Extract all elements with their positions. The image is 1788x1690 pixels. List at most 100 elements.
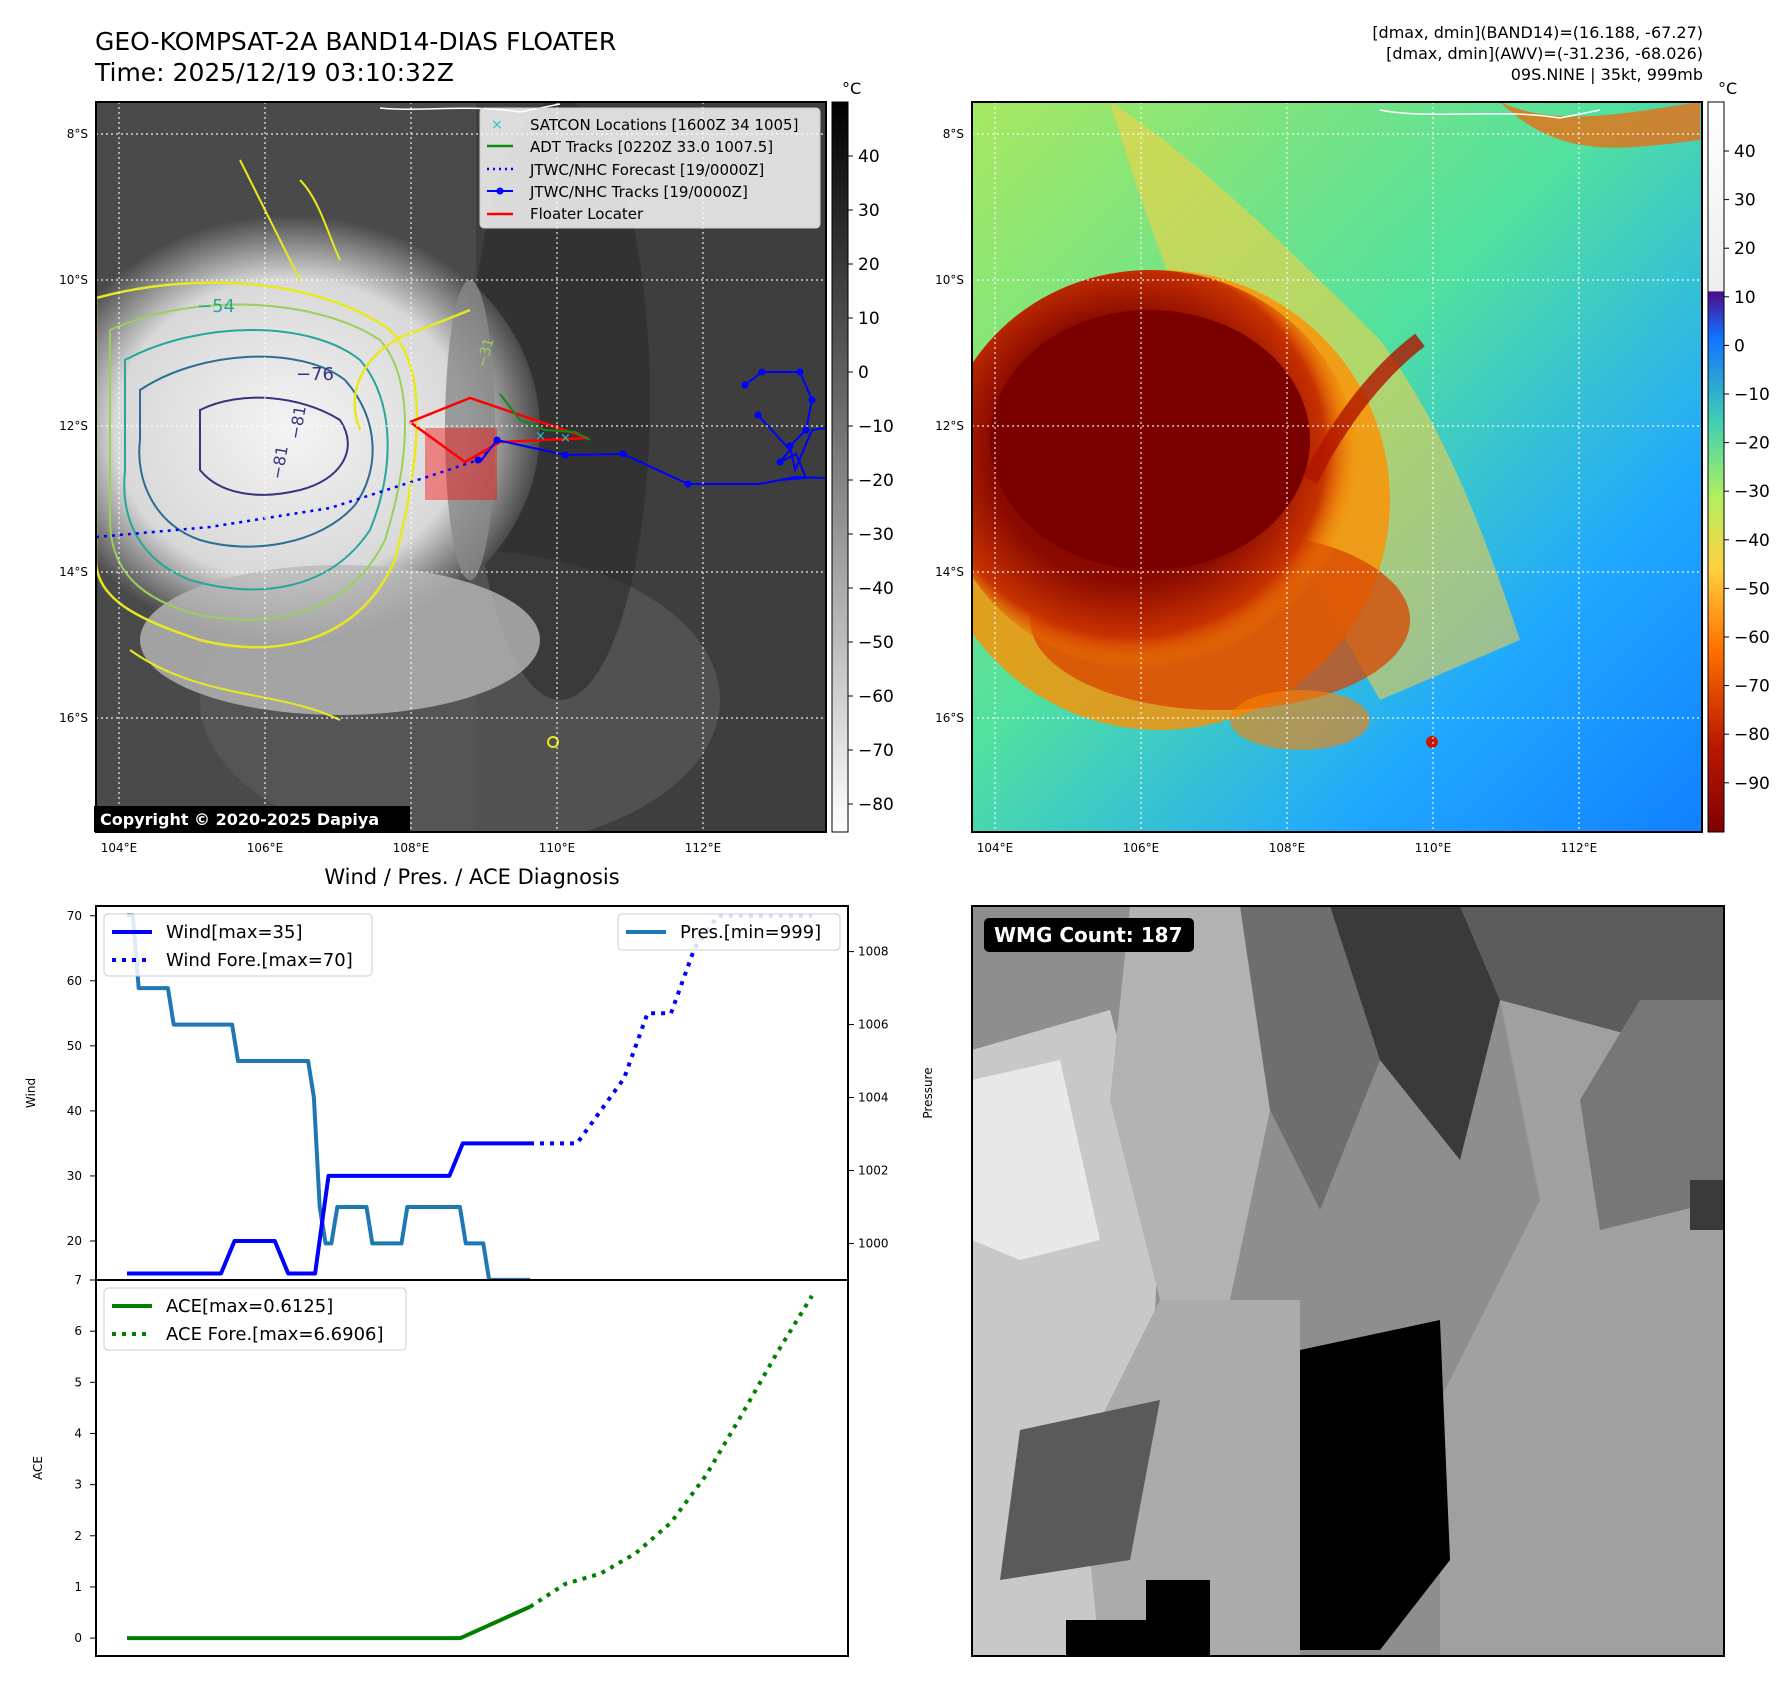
lon-tick: 104°E (101, 841, 138, 855)
legend-ace-forecast: ACE Fore.[max=6.6906] (166, 1324, 384, 1345)
info-storm: 09S.NINE | 35kt, 999mb (1511, 65, 1703, 84)
ace-legend: ACE[max=0.6125] ACE Fore.[max=6.6906] (103, 1287, 407, 1351)
ace-axis-label: ACE (31, 1456, 45, 1480)
copyright-label: Copyright © 2020-2025 Dapiya (100, 810, 379, 829)
pressure-tick-label: 1002 (858, 1163, 889, 1177)
awv-map-panel: 8°S 10°S 12°S 14°S 16°S 104°E 106°E 108°… (935, 101, 1703, 855)
colorbar-tick-label: −70 (1734, 677, 1770, 697)
lat-tick: 12°S (59, 419, 88, 433)
lon-tick: 112°E (1561, 841, 1598, 855)
colorbar-unit: °C (1718, 79, 1737, 98)
satcon-marker-icon: × (491, 117, 503, 133)
lat-tick: 8°S (943, 127, 964, 141)
wind-legend: Wind[max=35] Wind Fore.[max=70] (103, 913, 373, 977)
lat-tick: 16°S (59, 711, 88, 725)
colorbar-tick-label: −50 (858, 633, 894, 653)
colorbar-tick-label: 30 (858, 201, 880, 221)
colorbar-tick-label: 30 (1734, 191, 1756, 211)
wind-tick-label: 20 (67, 1234, 82, 1248)
wind-axis-label: Wind (24, 1078, 38, 1108)
colorbar-tick-label: −90 (1734, 774, 1770, 794)
legend-jtwc-tracks: JTWC/NHC Tracks [19/0000Z] (529, 183, 748, 201)
ace-tick-label: 5 (74, 1375, 82, 1389)
colorbar-tick-label: −10 (858, 417, 894, 437)
colorbar-tick-label: −20 (858, 471, 894, 491)
colorbar-tick-label: −80 (1734, 725, 1770, 745)
colorbar-tick-label: −30 (858, 525, 894, 545)
lon-tick: 104°E (977, 841, 1014, 855)
colorbar-tick-label: −80 (858, 795, 894, 815)
ir-colorbar: °C 40 30 20 10 0 −10 −20 −30 −40 −50 −60 −70 −80 (831, 79, 894, 833)
figure-time: Time: 2025/12/19 03:10:32Z (94, 58, 454, 87)
lon-tick: 106°E (247, 841, 284, 855)
colorbar-tick-label: −40 (1734, 531, 1770, 551)
pressure-tick-label: 1006 (858, 1018, 889, 1032)
colorbar-tick-label: 20 (858, 255, 880, 275)
svg-text:×: × (560, 431, 571, 446)
info-dmax-band14: [dmax, dmin](BAND14)=(16.188, -67.27) (1372, 23, 1703, 42)
ace-tick-label: 4 (74, 1426, 82, 1440)
figure-title: GEO-KOMPSAT-2A BAND14-DIAS FLOATER (95, 27, 616, 56)
colorbar-tick-label: 0 (1734, 336, 1745, 356)
pressure-line (127, 913, 530, 1280)
colorbar-tick-label: 40 (858, 147, 880, 167)
colorbar-tick-label: −30 (1734, 482, 1770, 502)
pressure-axis-label: Pressure (921, 1067, 935, 1118)
lat-tick: 8°S (67, 127, 88, 141)
wmg-count-badge: WMG Count: 187 (994, 923, 1183, 947)
pressure-legend: Pres.[min=999] (617, 913, 841, 951)
awv-colorbar: °C 40 30 20 10 0 −10 −20 −30 −40 −50 −60 −70 −80 −90 (1707, 79, 1770, 833)
lon-tick: 112°E (685, 841, 722, 855)
wind-tick-label: 40 (67, 1104, 82, 1118)
svg-text:×: × (535, 429, 546, 444)
legend-floater: Floater Locater (530, 205, 644, 223)
legend-adt: ADT Tracks [0220Z 33.0 1007.5] (530, 138, 773, 156)
lon-tick: 110°E (539, 841, 576, 855)
colorbar-tick-label: −10 (1734, 385, 1770, 405)
lon-tick: 108°E (1269, 841, 1306, 855)
lat-tick: 10°S (59, 273, 88, 287)
colorbar-tick-label: 10 (1734, 288, 1756, 308)
colorbar-tick-label: 20 (1734, 239, 1756, 259)
legend-pressure: Pres.[min=999] (680, 922, 821, 943)
pressure-tick-label: 1008 (858, 945, 889, 959)
colorbar-tick-label: 10 (858, 309, 880, 329)
ace-forecast-line (528, 1294, 814, 1609)
ace-chart: 0 1 2 3 4 5 6 7 ACE ACE[max=0.6125] ACE Fore.[m… (31, 1273, 849, 1657)
wind-tick-label: 50 (67, 1039, 82, 1053)
colorbar-tick-label: −20 (1734, 434, 1770, 454)
colorbar-tick-label: 0 (858, 363, 869, 383)
info-dmax-awv: [dmax, dmin](AWV)=(-31.236, -68.026) (1386, 44, 1703, 63)
colorbar-tick-label: −40 (858, 579, 894, 599)
ace-tick-label: 2 (74, 1529, 82, 1543)
wmg-panel: WMG Count: 187 (971, 905, 1725, 1657)
colorbar-tick-label: −60 (1734, 628, 1770, 648)
colorbar-tick-label: −50 (1734, 579, 1770, 599)
contour-label: −76 (296, 364, 334, 385)
diagnosis-title: Wind / Pres. / ACE Diagnosis (324, 865, 619, 889)
lat-tick: 14°S (935, 565, 964, 579)
lon-tick: 106°E (1123, 841, 1160, 855)
lon-tick: 110°E (1415, 841, 1452, 855)
legend-wind-forecast: Wind Fore.[max=70] (166, 950, 353, 971)
lat-tick: 16°S (935, 711, 964, 725)
pressure-tick-label: 1000 (858, 1236, 889, 1250)
wind-tick-label: 70 (67, 909, 82, 923)
lon-tick: 108°E (393, 841, 430, 855)
wind-line (127, 1141, 530, 1276)
wind-pressure-chart: 20 30 40 50 60 70 1000 1002 1004 1006 1008 Wind P… (24, 905, 935, 1281)
wind-tick-label: 60 (67, 974, 82, 988)
colorbar-unit: °C (842, 79, 861, 98)
contour-label: −31 (474, 336, 497, 369)
ace-tick-label: 1 (74, 1580, 82, 1594)
ace-tick-label: 7 (74, 1273, 82, 1287)
colorbar-tick-label: −70 (858, 741, 894, 761)
ace-line (127, 1604, 531, 1641)
ace-tick-label: 0 (74, 1631, 82, 1645)
lat-tick: 10°S (935, 273, 964, 287)
ir-map-panel: × × (59, 101, 827, 855)
legend-wind: Wind[max=35] (166, 922, 303, 943)
colorbar-tick-label: 40 (1734, 142, 1756, 162)
ace-tick-label: 3 (74, 1478, 82, 1492)
